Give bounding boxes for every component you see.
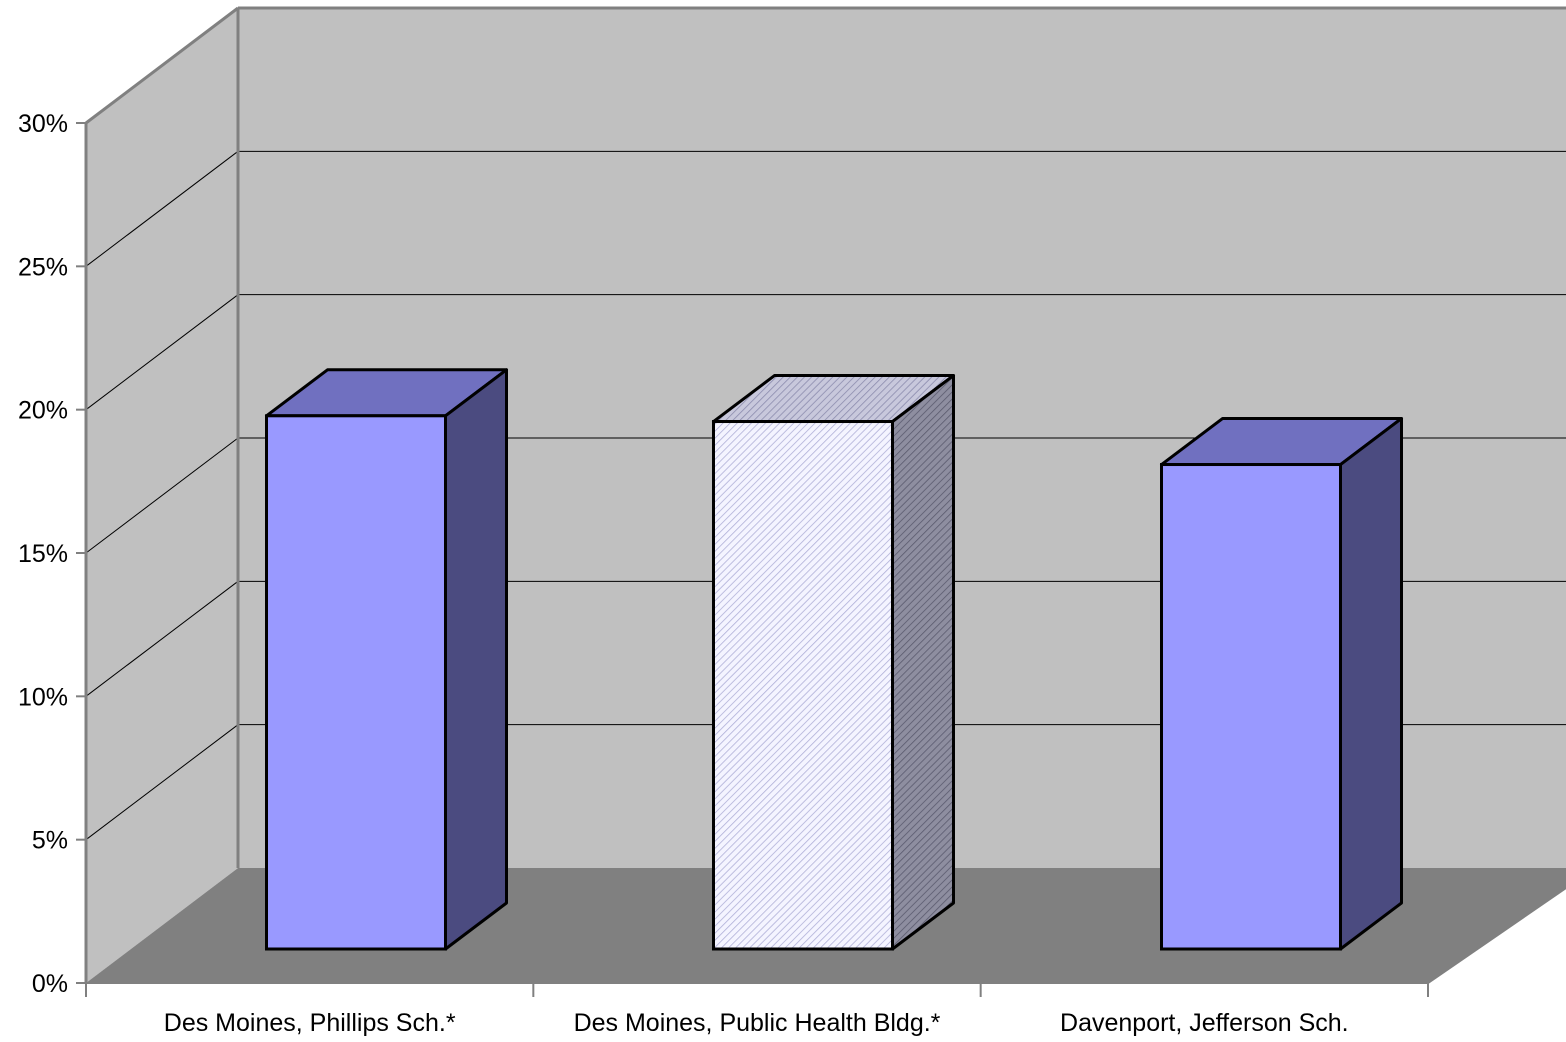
- bar: [265, 368, 508, 951]
- bar-side: [444, 368, 508, 951]
- side-wall-top-edge: [85, 6, 239, 125]
- side-gridline: [85, 150, 239, 267]
- y-axis-ticks: 0% 5% 10% 15% 20% 25% 30%: [18, 110, 86, 998]
- bar: [1160, 417, 1403, 951]
- bars: [265, 368, 1403, 951]
- y-tick-label: 0%: [32, 970, 68, 998]
- x-category-label: Davenport, Jefferson Sch.: [1060, 1009, 1349, 1037]
- y-tick-label: 5%: [32, 827, 68, 855]
- x-category-label: Des Moines, Public Health Bldg.*: [574, 1009, 941, 1037]
- bar-front: [1160, 463, 1342, 951]
- side-gridline: [85, 580, 239, 697]
- x-axis-labels: Des Moines, Phillips Sch.* Des Moines, Pu…: [85, 983, 1429, 1037]
- floor-edge: [1427, 887, 1566, 984]
- bar-side: [1339, 417, 1403, 951]
- bar-side: [891, 374, 955, 951]
- side-gridline: [85, 294, 239, 411]
- y-tick-label: 15%: [18, 540, 68, 568]
- y-tick-label: 25%: [18, 253, 68, 281]
- bar-front: [712, 420, 894, 951]
- bar-front: [265, 414, 447, 951]
- y-tick-label: 10%: [18, 683, 68, 711]
- side-gridline: [85, 724, 239, 841]
- bar: [712, 374, 955, 951]
- x-category-label: Des Moines, Phillips Sch.*: [164, 1009, 456, 1037]
- y-tick-label: 30%: [18, 110, 68, 138]
- y-tick-label: 20%: [18, 397, 68, 425]
- side-gridline: [85, 437, 239, 554]
